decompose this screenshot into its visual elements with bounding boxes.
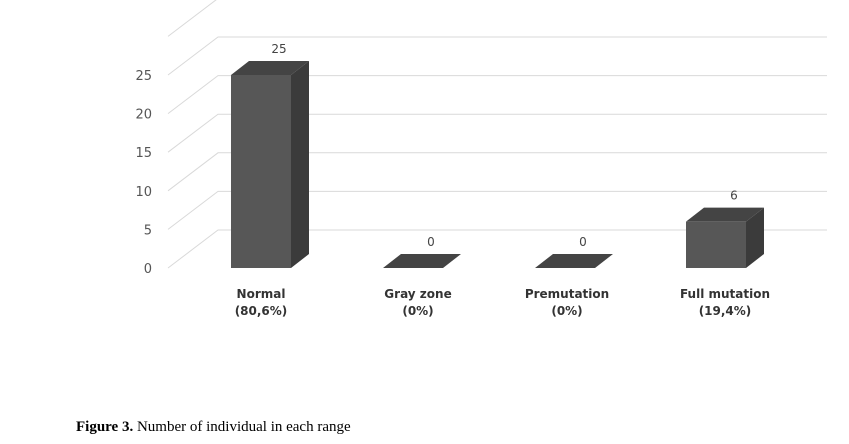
category-label-line: (80,6%) — [235, 304, 288, 318]
bar-side — [291, 61, 309, 268]
category-label-line: Normal — [237, 287, 286, 301]
data-label: 0 — [427, 235, 435, 249]
y-tick-label: 10 — [135, 185, 152, 200]
caption-text: Number of individual in each range — [133, 419, 351, 435]
gridline — [167, 152, 827, 192]
data-label: 25 — [271, 42, 286, 56]
bar-top — [535, 254, 613, 268]
gridlines — [167, 0, 827, 269]
gridline — [167, 75, 827, 114]
y-tick-label: 25 — [135, 69, 152, 84]
figure-caption: Figure 3. Number of individual in each r… — [76, 419, 351, 436]
bar-top — [383, 254, 461, 268]
bar-front — [686, 221, 746, 268]
category-label-line: Full mutation — [680, 287, 770, 301]
bar-top — [231, 61, 309, 75]
gridline — [167, 0, 217, 37]
bar-top — [686, 207, 764, 222]
gridline — [167, 229, 827, 269]
gridline — [167, 190, 827, 230]
bar — [535, 254, 613, 268]
category-label: Gray zone (0%) — [384, 287, 451, 318]
bar-side — [746, 207, 764, 268]
gridline — [167, 113, 827, 153]
bar-front — [231, 75, 291, 268]
data-label: 0 — [579, 235, 587, 249]
y-axis-ticks: 0 5 10 15 20 25 — [135, 69, 152, 277]
category-labels: Normal (80,6%) Gray zone (0%) Premutation (0%… — [235, 287, 770, 318]
bar — [686, 207, 764, 268]
y-tick-label: 5 — [144, 223, 152, 238]
y-tick-label: 0 — [144, 262, 152, 277]
category-label-line: (0%) — [551, 304, 582, 318]
category-label-line: (19,4%) — [699, 304, 752, 318]
gridline — [167, 36, 827, 76]
data-labels: 25 0 0 6 — [271, 42, 737, 249]
y-tick-label: 20 — [135, 108, 152, 123]
data-label: 6 — [730, 189, 738, 203]
category-label-line: Premutation — [525, 287, 609, 301]
category-label: Full mutation (19,4%) — [680, 287, 770, 318]
bar — [231, 61, 309, 268]
bar-chart: 0 5 10 15 20 25 25 0 0 6 Normal (80,6%) Gray zone (… — [135, 0, 827, 318]
category-label-line: (0%) — [402, 304, 433, 318]
caption-label: Figure 3. — [76, 419, 134, 435]
y-tick-label: 15 — [135, 146, 152, 161]
bar — [383, 254, 461, 268]
category-label: Premutation (0%) — [525, 287, 609, 318]
bars — [231, 61, 764, 268]
category-label-line: Gray zone — [384, 287, 451, 301]
category-label: Normal (80,6%) — [235, 287, 288, 318]
